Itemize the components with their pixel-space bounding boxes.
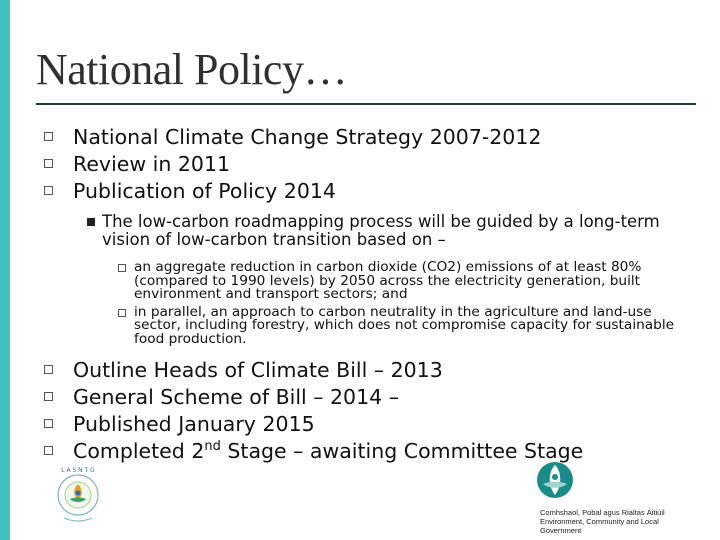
hollow-square-bullet-icon xyxy=(118,264,126,272)
bullet-text-pre: Completed 2 xyxy=(73,439,205,463)
lasntg-logo-lettering: L A S N T G xyxy=(61,467,95,474)
hollow-square-bullet-icon xyxy=(118,308,126,317)
title-divider xyxy=(36,103,696,105)
hollow-square-bullet-icon xyxy=(44,186,53,195)
sub-bullet-text: The low-carbon roadmapping process will … xyxy=(102,212,660,249)
hollow-square-bullet-icon xyxy=(44,365,53,374)
department-name: Comhshaol, Pobal agus Rialtas Áitiúil En… xyxy=(540,508,700,535)
hollow-square-bullet-icon xyxy=(44,392,53,401)
bullet-item: Completed 2nd Stage – awaiting Committee… xyxy=(44,438,694,465)
sub-sub-bullet-item: an aggregate reduction in carbon dioxide… xyxy=(118,259,694,302)
hollow-square-bullet-icon xyxy=(44,159,53,168)
bullet-item: Published January 2015 xyxy=(44,411,694,438)
bullet-item: Outline Heads of Climate Bill – 2013 xyxy=(44,357,694,384)
sub-bullet-item: The low-carbon roadmapping process will … xyxy=(87,213,694,249)
slide-title: National Policy… xyxy=(36,45,347,94)
bullet-text: Publication of Policy 2014 xyxy=(73,179,336,203)
bullet-item: National Climate Change Strategy 2007-20… xyxy=(44,124,694,151)
lasntg-logo: L A S N T G xyxy=(57,467,99,522)
government-department-logo xyxy=(537,462,573,498)
bullet-text: General Scheme of Bill – 2014 – xyxy=(73,385,399,409)
ordinal-superscript: nd xyxy=(204,439,221,455)
bullet-text: National Climate Change Strategy 2007-20… xyxy=(73,125,542,149)
bullet-item: Review in 2011 xyxy=(44,151,694,178)
bullet-text-post: Stage – awaiting Committee Stage xyxy=(220,439,584,463)
bullet-item: General Scheme of Bill – 2014 – xyxy=(44,384,694,411)
hollow-square-bullet-icon xyxy=(44,419,53,428)
department-name-english: Environment, Community and Local Governm… xyxy=(540,517,659,535)
department-name-irish: Comhshaol, Pobal agus Rialtas Áitiúil xyxy=(540,508,665,517)
bullet-text: Published January 2015 xyxy=(73,412,315,436)
accent-bar xyxy=(0,0,10,540)
hollow-square-bullet-icon xyxy=(44,132,53,141)
sub-sub-bullet-text: in parallel, an approach to carbon neutr… xyxy=(134,303,675,347)
slide-content: National Climate Change Strategy 2007-20… xyxy=(44,124,694,465)
hollow-square-bullet-icon xyxy=(44,446,53,455)
sub-sub-bullet-item: in parallel, an approach to carbon neutr… xyxy=(118,303,694,347)
bullet-text: Review in 2011 xyxy=(73,152,231,176)
bullet-item: Publication of Policy 2014 xyxy=(44,178,694,205)
sub-sub-bullet-text: an aggregate reduction in carbon dioxide… xyxy=(134,259,642,302)
filled-square-bullet-icon xyxy=(87,218,95,226)
bullet-text: Outline Heads of Climate Bill – 2013 xyxy=(73,358,443,382)
